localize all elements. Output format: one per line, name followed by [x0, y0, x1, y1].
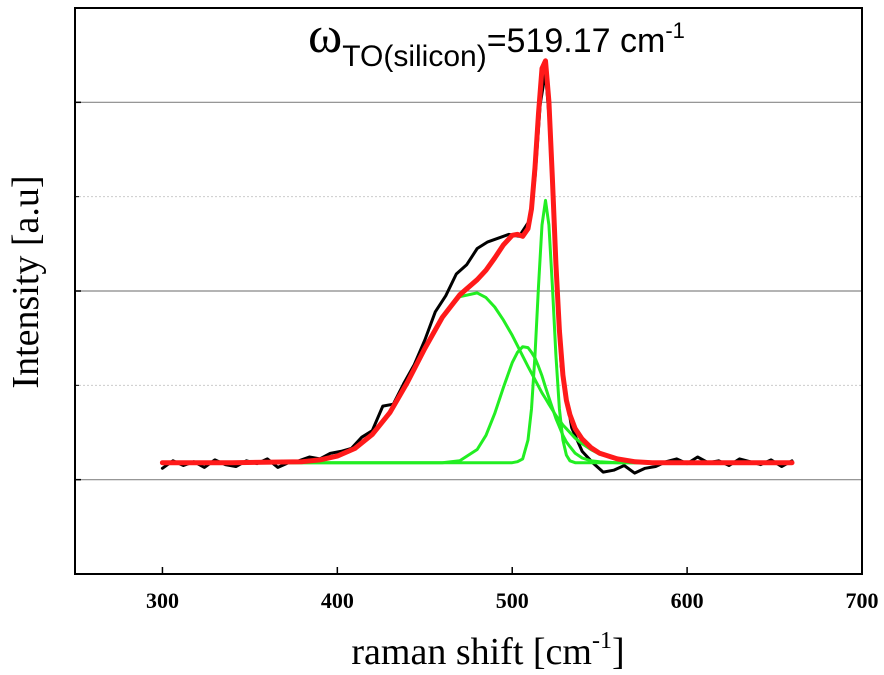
title-symbol: ω [308, 7, 342, 64]
title-subscript: TO(silicon) [342, 40, 486, 73]
x-label-text: raman shift [cm [351, 631, 592, 673]
x-tick-label: 700 [846, 588, 879, 613]
series-line [159, 58, 795, 466]
x-label-superscript: -1 [592, 628, 612, 654]
x-tick-label: 600 [671, 588, 704, 613]
title-superscript: -1 [665, 18, 685, 43]
y-axis-label: Intensity [a.u] [5, 175, 47, 388]
chart-title: ωTO(silicon)=519.17 cm-1 [308, 7, 685, 73]
grid [75, 101, 862, 481]
series-line [160, 70, 794, 475]
title-text: =519.17 cm [487, 22, 666, 60]
x-axis-label: raman shift [cm-1] [351, 628, 624, 673]
x-tick-label: 400 [321, 588, 354, 613]
series-line [160, 291, 794, 465]
series-line [160, 345, 794, 465]
x-label-suffix: ] [612, 631, 625, 673]
plot-area [159, 58, 795, 475]
x-tick-label: 300 [146, 588, 179, 613]
x-tick-label: 500 [496, 588, 529, 613]
series-line [160, 198, 794, 465]
